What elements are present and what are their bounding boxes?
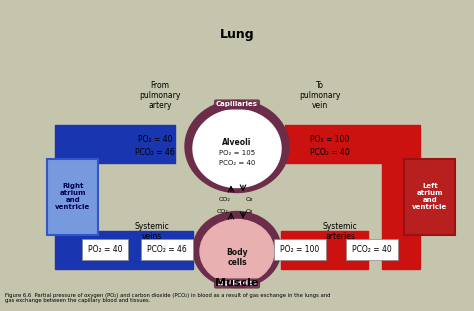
Text: PCO₂ = 46: PCO₂ = 46 [147, 245, 187, 254]
Bar [285, 126, 420, 164]
Text: From
pulmonary
artery: From pulmonary artery [139, 81, 181, 110]
Text: PO₂ = 100: PO₂ = 100 [310, 135, 350, 144]
Text: Alveoli: Alveoli [222, 138, 252, 147]
Text: Lung: Lung [219, 29, 255, 41]
Text: Body
cells: Body cells [226, 248, 248, 267]
Text: PCO₂ = 40: PCO₂ = 40 [310, 148, 350, 157]
Text: Left
atrium
and
ventricle: Left atrium and ventricle [412, 183, 447, 211]
Ellipse shape [200, 220, 274, 284]
Text: CO₂: CO₂ [219, 197, 231, 202]
Text: PCO₂ = 46: PCO₂ = 46 [135, 148, 175, 157]
FancyBboxPatch shape [47, 160, 99, 234]
Text: O₂: O₂ [246, 210, 254, 215]
Ellipse shape [185, 100, 289, 193]
Bar [281, 230, 368, 268]
Text: O₂: O₂ [246, 197, 254, 202]
Bar [382, 164, 420, 268]
Ellipse shape [193, 109, 281, 188]
Text: PCO₂ = 40: PCO₂ = 40 [219, 160, 255, 166]
Text: Figure 6.6  Partial pressure of oxygen (PO₂) and carbon dioxide (PCO₂) in blood : Figure 6.6 Partial pressure of oxygen (P… [5, 293, 330, 303]
Text: CO₂: CO₂ [217, 210, 229, 215]
Bar [55, 126, 175, 164]
Text: PO₂ = 105: PO₂ = 105 [219, 151, 255, 156]
Text: PO₂ = 40: PO₂ = 40 [88, 245, 122, 254]
Bar [93, 230, 193, 268]
Bar [55, 164, 93, 268]
Text: PO₂ = 100: PO₂ = 100 [281, 245, 319, 254]
Text: Systemic
arteries: Systemic arteries [323, 222, 357, 241]
Text: Right
atrium
and
ventricle: Right atrium and ventricle [55, 183, 91, 211]
Text: Muscle: Muscle [215, 278, 259, 289]
Text: PCO₂ = 40: PCO₂ = 40 [352, 245, 392, 254]
Text: Capillaries: Capillaries [216, 281, 258, 286]
Ellipse shape [193, 211, 281, 287]
Text: PO₂ = 40: PO₂ = 40 [138, 135, 172, 144]
Text: Systemic
veins: Systemic veins [135, 222, 169, 241]
FancyBboxPatch shape [404, 160, 456, 234]
Text: Capillaries: Capillaries [216, 101, 258, 108]
Text: To
pulmonary
vein: To pulmonary vein [299, 81, 341, 110]
